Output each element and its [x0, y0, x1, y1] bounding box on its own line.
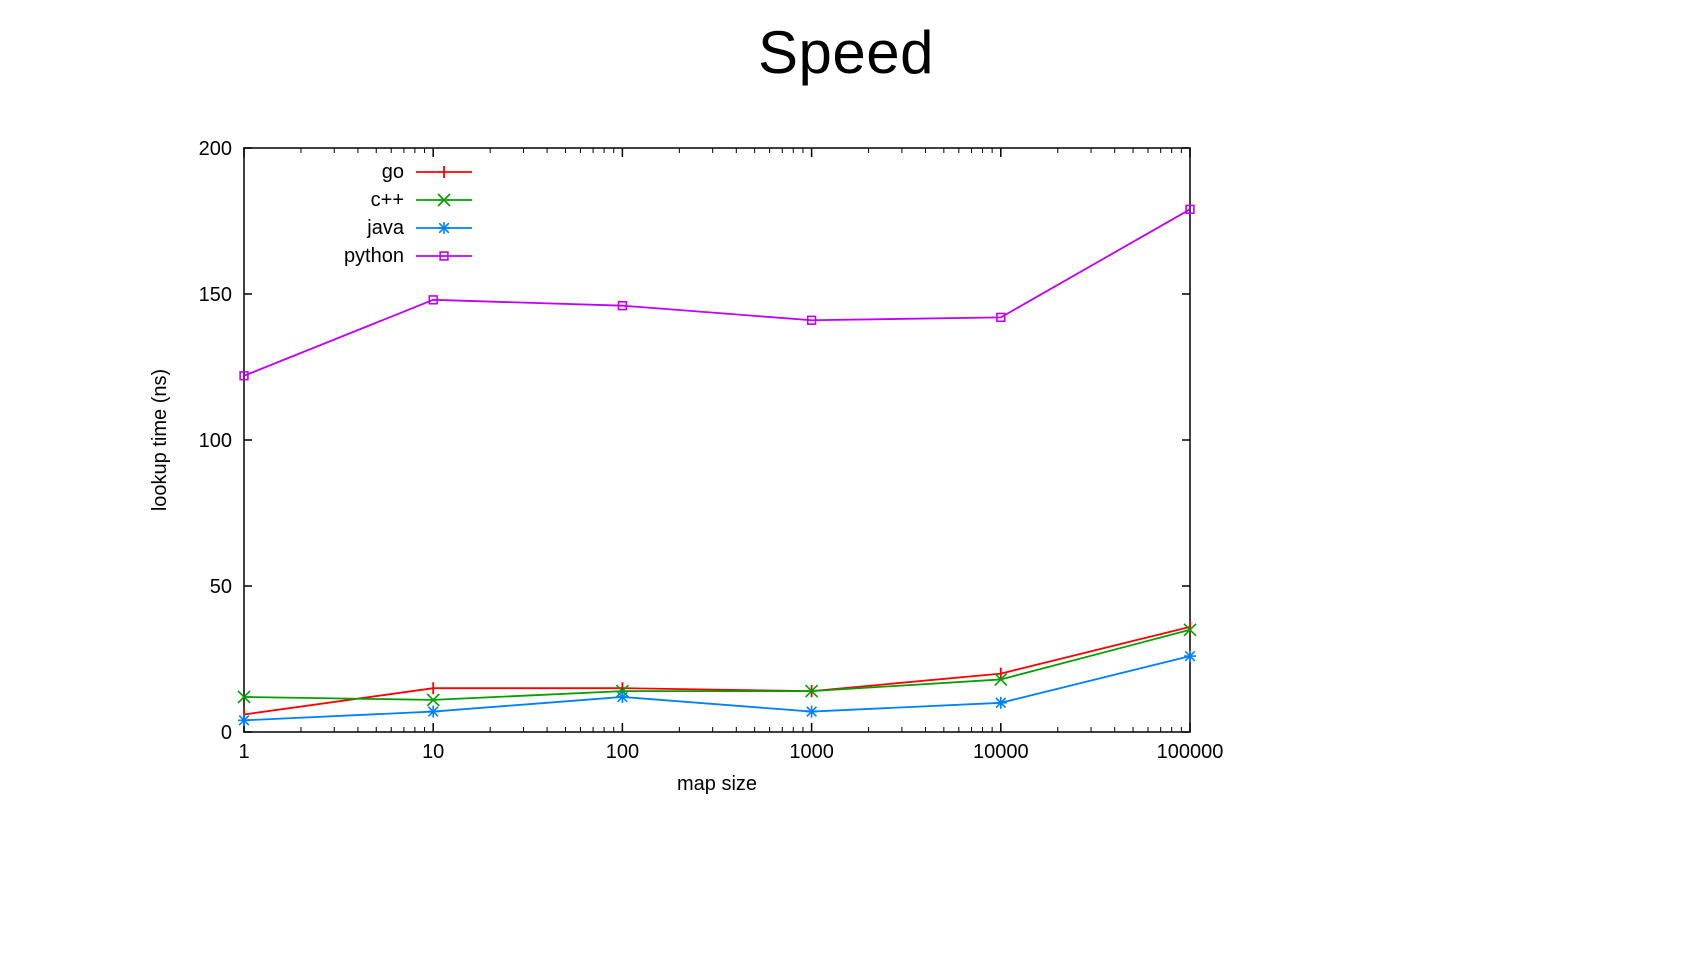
legend-label-go: go	[382, 161, 404, 183]
chart-title: Speed	[0, 18, 1692, 87]
legend-label-python: python	[344, 245, 404, 267]
y-tick-label: 50	[210, 576, 232, 598]
y-axis-label: lookup time (ns)	[149, 369, 171, 511]
legend-label-java: java	[366, 217, 405, 239]
y-tick-label: 100	[199, 430, 232, 452]
speed-chart: 0 50 100 150 200 1 10 100 1000 10000 100000 map siz…	[120, 130, 1320, 850]
y-tick-label: 0	[221, 722, 232, 744]
x-tick-label: 10	[422, 741, 444, 763]
x-tick-label: 100000	[1157, 741, 1224, 763]
x-tick-label: 100	[606, 741, 639, 763]
page-root: Speed 0 50 100 150 200 1 10 100 1000 10000 100000 m…	[0, 0, 1692, 980]
x-axis-label: map size	[677, 773, 757, 795]
legend-label-c++: c++	[371, 189, 404, 211]
x-tick-label: 1000	[789, 741, 834, 763]
x-tick-label: 10000	[973, 741, 1029, 763]
x-tick-label: 1	[238, 741, 249, 763]
chart-svg: 0 50 100 150 200 1 10 100 1000 10000 100000 map siz…	[120, 130, 1320, 850]
y-tick-label: 150	[199, 284, 232, 306]
y-tick-label: 200	[199, 138, 232, 160]
